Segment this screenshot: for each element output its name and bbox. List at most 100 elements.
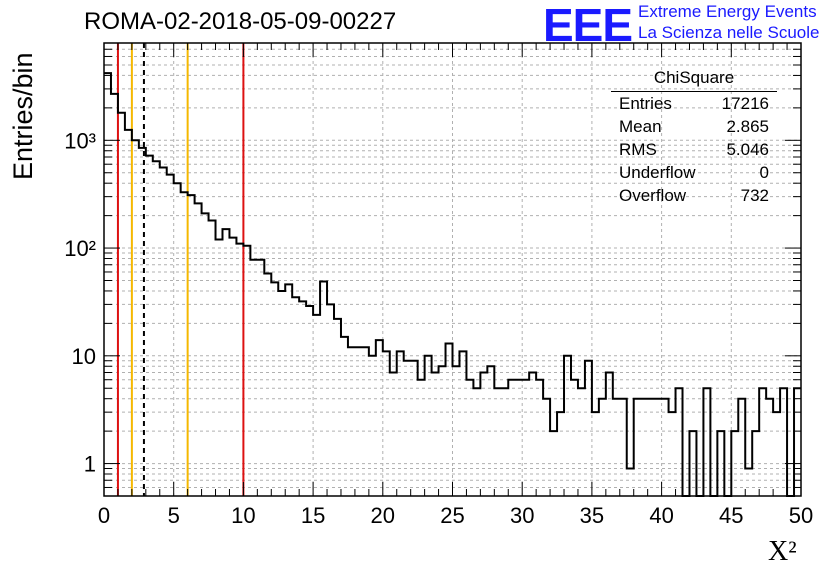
stats-row-rms: RMS 5.046 [611, 140, 777, 163]
histogram-bin [571, 380, 578, 496]
histogram-bin [362, 347, 369, 496]
histogram-bin [466, 380, 473, 496]
histogram-bin [132, 140, 139, 496]
histogram-bin [341, 337, 348, 496]
stats-label: Entries [619, 94, 672, 113]
stats-title: ChiSquare [653, 68, 735, 87]
histogram-bin [250, 260, 257, 496]
histogram-bin [397, 351, 404, 496]
histogram-bin [501, 388, 508, 496]
histogram-bin [676, 388, 683, 496]
histogram-bin [139, 148, 146, 496]
histogram-bin [550, 431, 557, 496]
histogram-bin [257, 260, 264, 496]
x-tick-label: 35 [580, 503, 604, 528]
histogram-bin [627, 468, 634, 496]
x-tick-label: 0 [98, 503, 110, 528]
x-tick-label: 5 [168, 503, 180, 528]
stats-label: Underflow [619, 163, 696, 182]
histogram-bin [313, 315, 320, 496]
histogram-bin [662, 399, 669, 496]
stats-value: 2.865 [726, 117, 769, 136]
stats-value: 17216 [721, 94, 769, 113]
histogram-bin [473, 388, 480, 496]
histogram-bin [592, 412, 599, 496]
histogram-bin [236, 244, 243, 496]
histogram-bin [585, 361, 592, 496]
histogram-bin [202, 213, 209, 496]
histogram-bin [425, 356, 432, 496]
histogram-bin [557, 412, 564, 496]
histogram-bin [404, 361, 411, 496]
histogram-bin [229, 238, 236, 496]
histogram-bin [536, 380, 543, 496]
histogram-bin [606, 373, 613, 496]
histogram-bin [529, 373, 536, 496]
histogram-bin [745, 468, 752, 496]
histogram-bin [285, 284, 292, 496]
y-tick-label: 10³ [64, 128, 96, 153]
eee-logo: EEE [543, 0, 633, 51]
histogram-bin [125, 130, 132, 496]
histogram-bin [738, 399, 745, 496]
histogram-bin [390, 373, 397, 496]
histogram-bin [188, 195, 195, 496]
histogram-bin [648, 399, 655, 496]
histogram-bin [146, 156, 153, 496]
histogram-bin [306, 306, 313, 496]
histogram-bin [599, 399, 606, 496]
histogram-bin [522, 380, 529, 496]
histogram-bin [564, 356, 571, 496]
x-tick-label: 10 [231, 503, 255, 528]
histogram-bin [174, 183, 181, 496]
histogram-bin [383, 351, 390, 496]
histogram-bin [578, 388, 585, 496]
histogram-bin [780, 388, 787, 496]
stats-label: Overflow [619, 186, 687, 205]
histogram-bin [773, 412, 780, 496]
histogram-bin [195, 203, 202, 496]
histogram-bin [508, 380, 515, 496]
histogram-bin [292, 297, 299, 496]
histogram-bin [222, 229, 229, 496]
histogram-bin [278, 291, 285, 496]
x-tick-label: 30 [510, 503, 534, 528]
logo-line-2: La Scienza nelle Scuole [638, 23, 820, 42]
histogram-bin [759, 388, 766, 496]
chart-title: ROMA-02-2018-05-09-00227 [84, 8, 397, 35]
x-tick-label: 40 [649, 503, 673, 528]
histogram-bin [453, 366, 460, 496]
y-tick-label: 1 [84, 452, 96, 477]
histogram-bin [355, 347, 362, 496]
histogram-bin [494, 388, 501, 496]
x-tick-label: 20 [371, 503, 395, 528]
histogram-bin [731, 431, 738, 496]
stats-row-mean: Mean 2.865 [611, 117, 777, 140]
histogram-bin [118, 113, 125, 496]
histogram-bin [669, 412, 676, 496]
x-tick-label: 50 [789, 503, 813, 528]
histogram-bin [216, 240, 223, 496]
stats-value: 732 [740, 186, 769, 205]
histogram-bin [320, 281, 327, 496]
histogram-bin [209, 221, 216, 496]
histogram-bin [613, 399, 620, 496]
histogram-bin [515, 380, 522, 496]
histogram-bin [111, 94, 118, 496]
x-axis-label: X² [768, 536, 797, 567]
histogram-bin [181, 192, 188, 496]
stats-box: ChiSquare Entries 17216 Mean 2.865 RMS 5… [611, 68, 777, 209]
histogram-bin [620, 399, 627, 496]
histogram-bin [432, 373, 439, 496]
stats-row-underflow: Underflow 0 [611, 163, 777, 186]
stats-label: RMS [619, 140, 657, 159]
x-tick-label: 25 [440, 503, 464, 528]
histogram-bin [543, 399, 550, 496]
histogram-bin [299, 301, 306, 496]
stats-value: 0 [759, 163, 769, 182]
histogram-bin [327, 304, 334, 496]
histogram-bin [655, 399, 662, 496]
histogram-bin [703, 388, 710, 496]
histogram-bin [459, 351, 466, 496]
